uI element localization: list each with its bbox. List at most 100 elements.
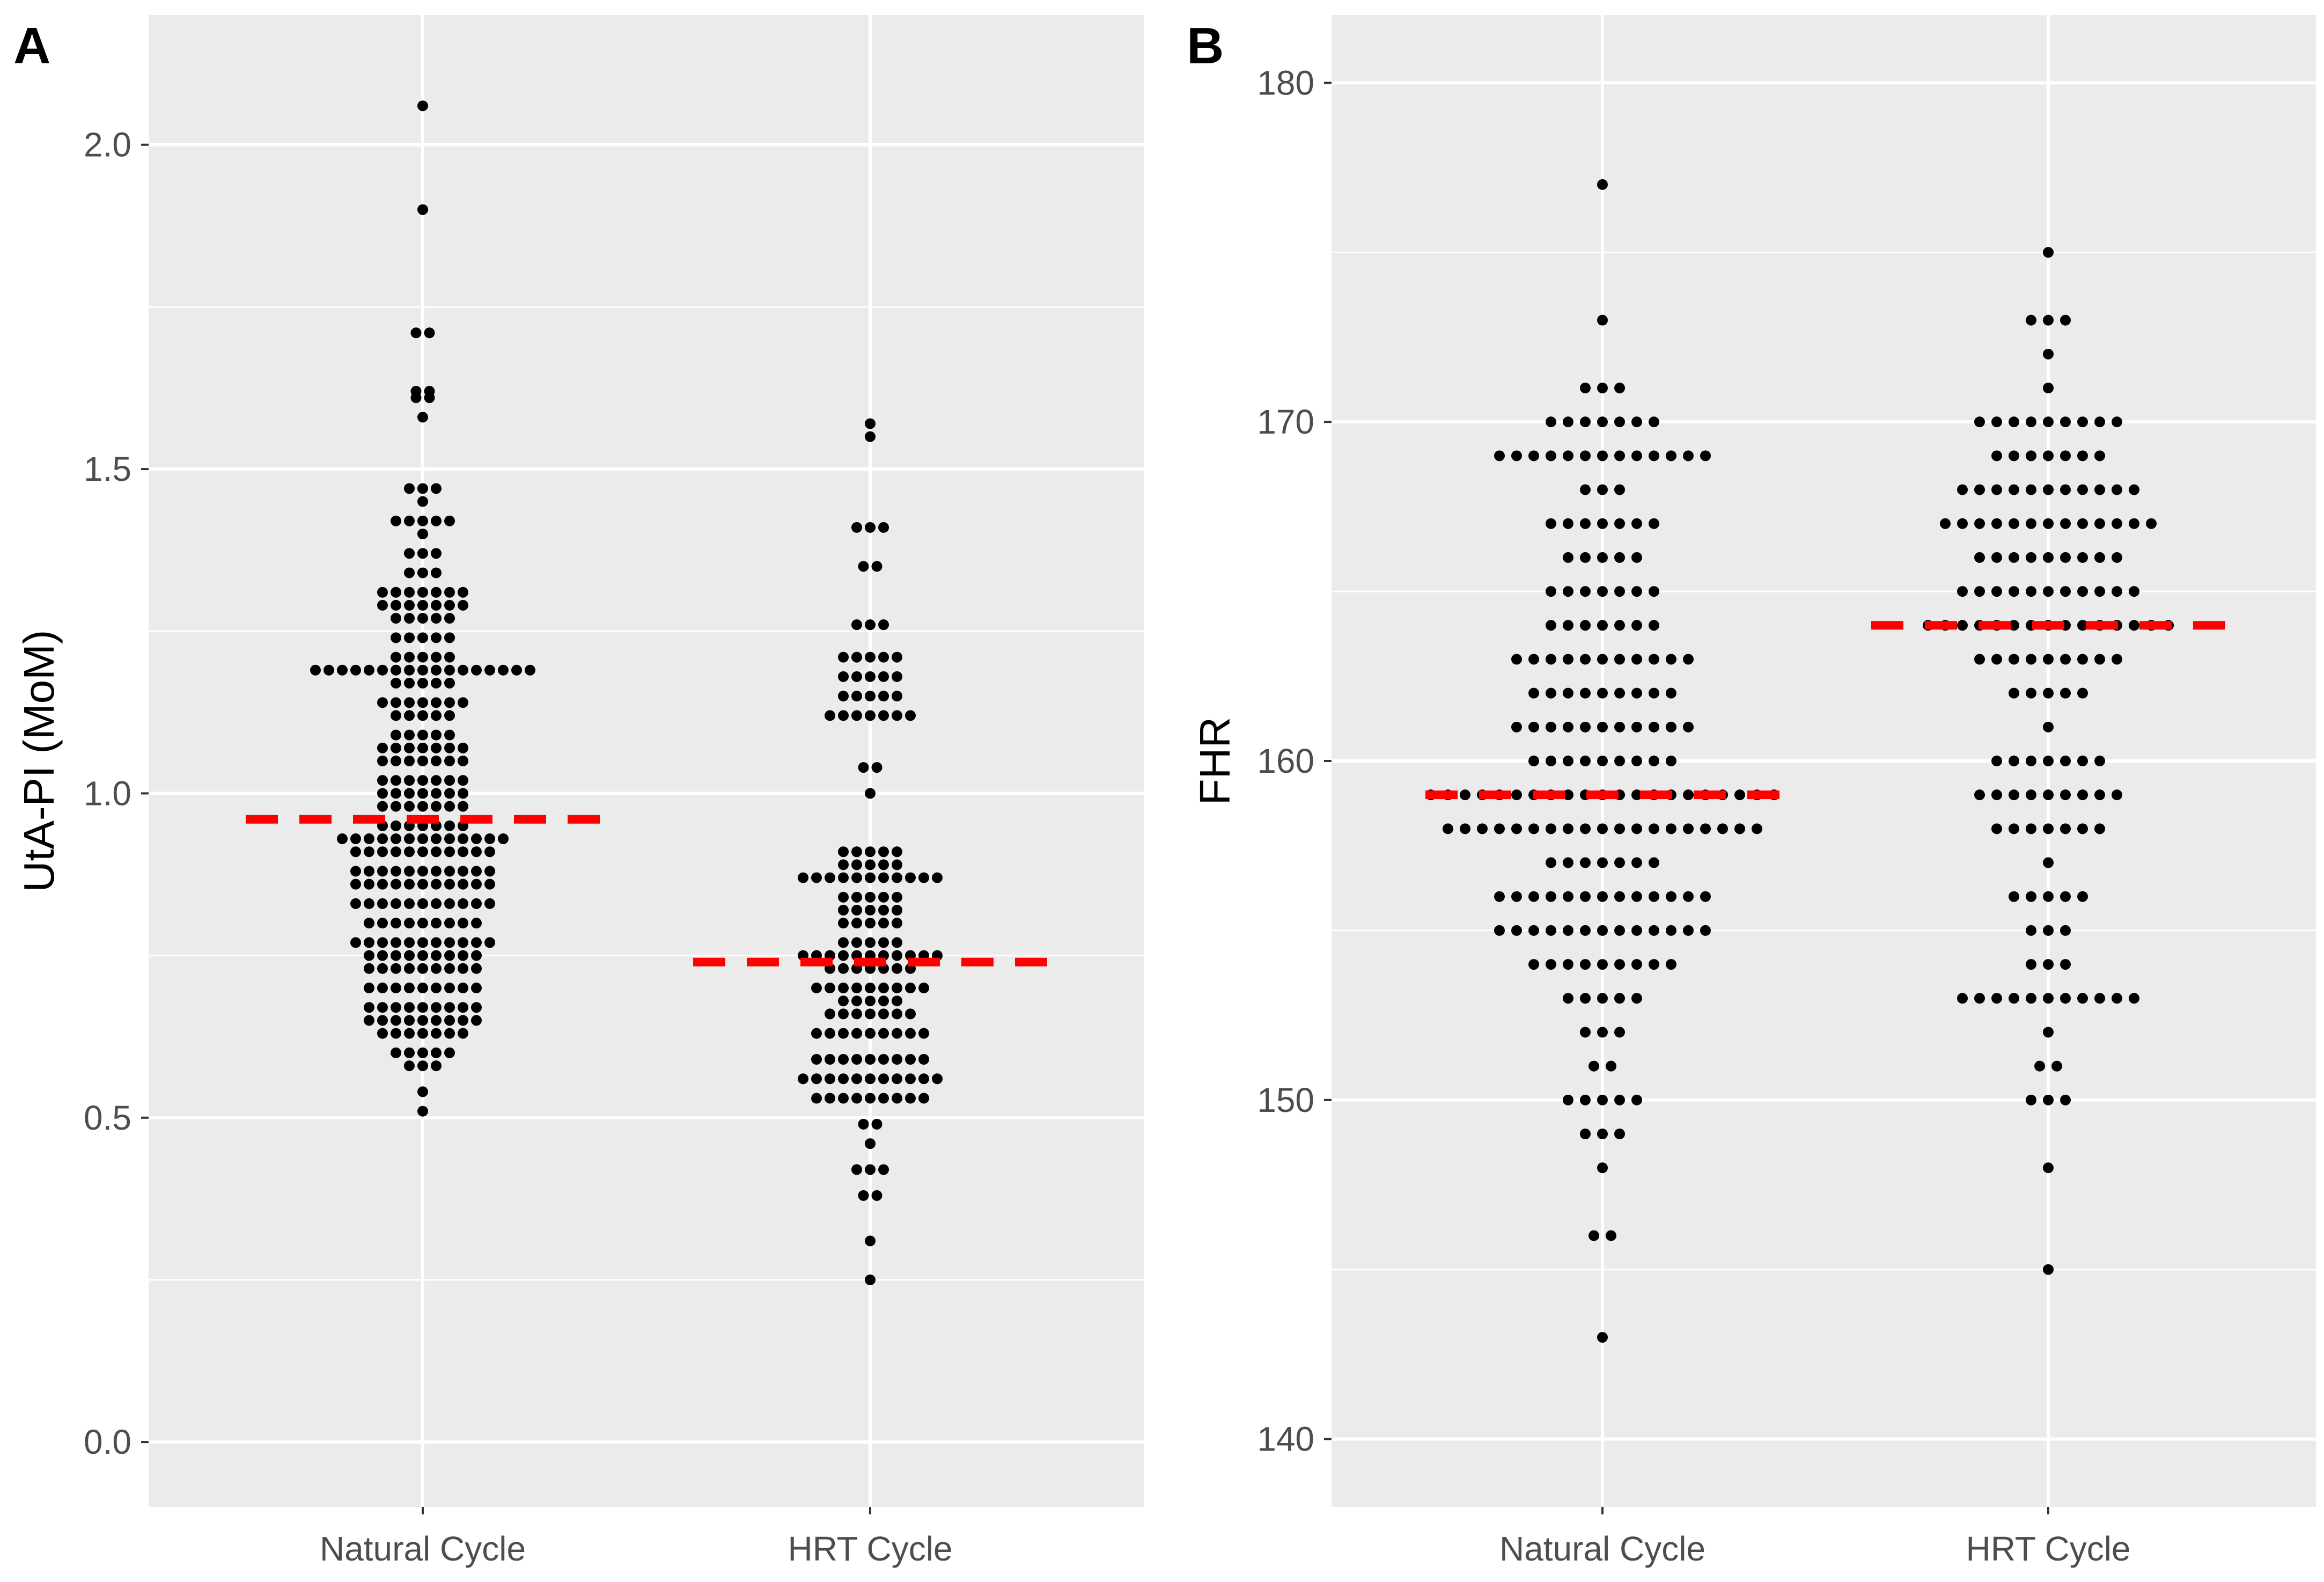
data-point — [865, 1093, 876, 1104]
panel-b-x-ticks: Natural Cycle HRT Cycle — [1499, 1507, 2131, 1568]
data-point — [444, 756, 455, 766]
data-point — [2043, 314, 2054, 326]
data-point — [811, 983, 822, 994]
data-point — [878, 1073, 889, 1085]
data-point — [2009, 891, 2019, 902]
data-point — [1563, 1094, 1573, 1105]
data-point — [444, 1015, 455, 1026]
data-point — [858, 1190, 869, 1201]
data-point — [471, 1015, 482, 1026]
data-point — [424, 386, 435, 397]
data-point — [865, 431, 876, 442]
data-point — [1631, 654, 1642, 665]
data-point — [391, 613, 401, 624]
data-point — [892, 1073, 902, 1085]
data-point — [391, 775, 401, 786]
data-point — [458, 963, 468, 974]
y-tick-label: 2.0 — [84, 126, 131, 164]
data-point — [444, 515, 455, 526]
data-point — [2009, 823, 2019, 834]
data-point — [1563, 687, 1573, 699]
data-point — [1700, 925, 1711, 936]
data-point — [404, 664, 415, 676]
data-point — [2060, 416, 2071, 428]
data-point — [892, 691, 902, 702]
data-point — [851, 859, 862, 870]
data-point — [892, 995, 902, 1007]
data-point — [2094, 823, 2105, 834]
data-point — [1614, 959, 1625, 970]
data-point — [865, 691, 876, 702]
data-point — [1511, 789, 1522, 801]
data-point — [444, 1002, 455, 1013]
data-point — [2009, 450, 2019, 462]
data-point — [1991, 789, 2002, 801]
data-point — [444, 937, 455, 948]
data-point — [404, 846, 415, 858]
data-point — [2077, 654, 2088, 665]
data-point — [417, 100, 428, 112]
data-point — [1666, 721, 1676, 733]
data-point — [851, 918, 862, 929]
data-point — [1597, 383, 1608, 393]
data-point — [431, 866, 442, 877]
data-point — [417, 833, 428, 845]
data-point — [1649, 416, 1659, 428]
data-point — [444, 599, 455, 611]
data-point — [1974, 993, 1985, 1004]
data-point — [1631, 959, 1642, 970]
data-point — [1546, 823, 1556, 834]
data-point — [417, 788, 428, 799]
data-point — [444, 846, 455, 858]
data-point — [364, 833, 374, 845]
data-point — [1614, 721, 1625, 733]
data-point — [2094, 789, 2105, 801]
data-point — [404, 878, 415, 890]
data-point — [1597, 959, 1608, 970]
data-point — [892, 891, 902, 903]
data-point — [391, 632, 401, 643]
data-point — [878, 651, 889, 663]
data-point — [2129, 518, 2139, 529]
data-point — [404, 613, 415, 624]
data-point — [2043, 552, 2054, 563]
data-point — [444, 1047, 455, 1058]
data-point — [2060, 586, 2071, 597]
data-point — [2077, 756, 2088, 766]
data-point — [2051, 1060, 2062, 1072]
panel-a-medians — [246, 815, 1047, 966]
data-point — [865, 1028, 876, 1039]
data-point — [1700, 891, 1711, 902]
data-point — [391, 788, 401, 799]
data-point — [471, 664, 482, 676]
data-point — [1597, 823, 1608, 834]
data-point — [811, 1093, 822, 1104]
data-point — [431, 742, 442, 753]
data-point — [892, 846, 902, 858]
data-point — [878, 522, 889, 533]
data-point — [337, 833, 348, 845]
data-point — [417, 846, 428, 858]
data-point — [838, 891, 849, 903]
data-point — [431, 756, 442, 766]
data-point — [2009, 756, 2019, 766]
data-point — [2060, 756, 2071, 766]
data-point — [391, 742, 401, 753]
data-point — [417, 496, 428, 507]
data-point — [471, 846, 482, 858]
data-point — [431, 1047, 442, 1058]
data-point — [1991, 586, 2002, 597]
data-point — [2077, 518, 2088, 529]
data-point — [892, 905, 902, 915]
data-point — [1614, 518, 1625, 529]
y-tick-label: 150 — [1257, 1081, 1314, 1119]
data-point — [444, 729, 455, 741]
y-tick-label: 1.5 — [84, 450, 131, 488]
data-point — [851, 651, 862, 663]
data-point — [918, 872, 929, 883]
data-point — [444, 820, 455, 831]
data-point — [858, 762, 869, 773]
data-point — [871, 762, 882, 773]
data-point — [458, 587, 468, 598]
data-point — [825, 710, 835, 721]
